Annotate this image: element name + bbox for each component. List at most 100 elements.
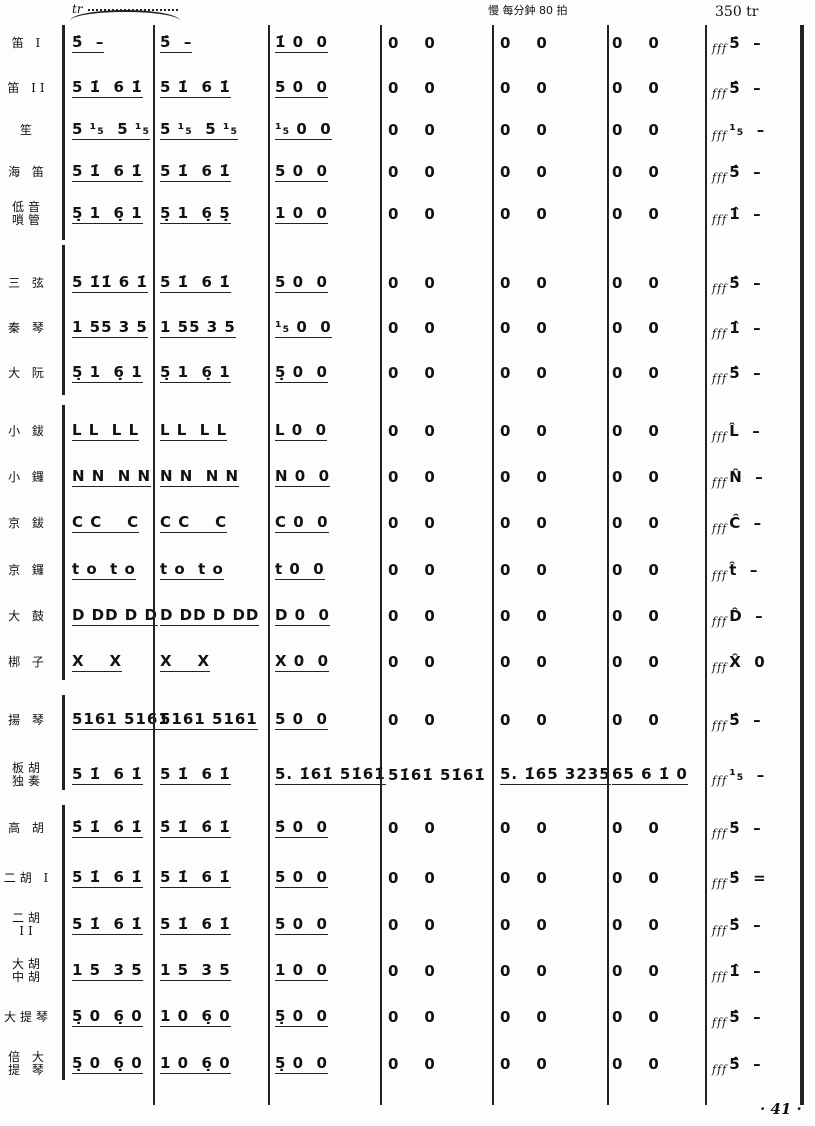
notes: 0 0 — [388, 364, 436, 382]
notes: 0 0 — [500, 34, 548, 52]
measure: C C C — [160, 508, 265, 538]
notes: 0 0 — [612, 711, 660, 729]
measure: 0 0 — [388, 705, 490, 735]
notes: 0 0 — [388, 468, 436, 486]
instrument-label: 京 鈸 — [8, 515, 48, 530]
notes: 1̂ – — [729, 319, 762, 337]
measure: 0 0 — [612, 601, 700, 631]
measure: 5̣ 1 6̣ 5̣ — [160, 199, 265, 229]
final-measure: fff t̂ – — [712, 555, 790, 585]
notes: ¹₅ – — [729, 766, 766, 784]
notes: C C C — [160, 513, 228, 533]
final-measure: fff ¹₅ – — [712, 760, 790, 790]
rehearsal-number: 350 tr — [715, 4, 759, 20]
measure: 0 0 — [500, 910, 605, 940]
measure: 0 0 — [388, 1049, 490, 1079]
instrument-label: 大提琴 — [3, 1009, 52, 1024]
notes: 0 0 — [388, 79, 436, 97]
measure: 1 5 3 5 — [160, 956, 265, 986]
measure: 0 0 — [500, 555, 605, 585]
notes: 0 0 — [500, 79, 548, 97]
staff-row: 二胡 I 5 1̇ 6 1̇ 5 1̇ 6 1̇ 5 0 0 0 0 0 0 0 0 fff 5… — [0, 863, 815, 893]
final-measure: fff 1̂ – — [712, 956, 790, 986]
notes: 0 0 — [388, 34, 436, 52]
notes: 0 0 — [612, 121, 660, 139]
final-measure: fff 5̇ – — [712, 813, 790, 843]
measure: 0 0 — [500, 462, 605, 492]
notes: 5̇ 1̇ 6̇ 1̇ — [72, 818, 143, 838]
notes: 0 0 — [612, 319, 660, 337]
measure: 5 1̇ 6 1̇ — [160, 73, 265, 103]
measure: 0 0 — [612, 705, 700, 735]
barline — [268, 25, 270, 1105]
notes: 0 0 — [500, 121, 548, 139]
measure: 0 0 — [500, 416, 605, 446]
notes: 0 0 — [388, 819, 436, 837]
measure: D 0 0 — [275, 601, 378, 631]
notes: N 0 0 — [275, 467, 331, 487]
instrument-label: 大 鼓 — [8, 608, 48, 623]
notes: 5̣ 1 6̣ 1 — [160, 363, 231, 383]
measure: 0 0 — [500, 601, 605, 631]
instrument-label: 低音 嗩管 — [11, 200, 44, 227]
staff-row: 大 阮 5̣ 1 6̣ 1 5̣ 1 6̣ 1 5̣ 0 0 0 0 0 0 0 0 fff 5… — [0, 358, 815, 388]
notes: 5 1̇1̇ 6 1̇ — [72, 273, 148, 293]
measure: 0 0 — [388, 73, 490, 103]
instrument-label: 秦 琴 — [8, 320, 48, 335]
notes: 0 0 — [500, 1055, 548, 1073]
notes: 5̂ – — [729, 163, 762, 181]
bracket — [62, 405, 65, 680]
measure: 0 0 — [388, 28, 490, 58]
measure: 0 0 — [388, 416, 490, 446]
measure: 0 0 — [612, 1049, 700, 1079]
notes: 1 0 6̣ 0 — [160, 1054, 231, 1074]
notes: 1̂ – — [729, 205, 762, 223]
dynamic-fff: fff — [712, 326, 728, 340]
measure: 5 0 0 — [275, 910, 378, 940]
notes: 0 0 — [612, 514, 660, 532]
slur — [70, 10, 180, 32]
instrument-label: 笛 II — [7, 80, 49, 95]
final-measure: fff 5̇ – — [712, 28, 790, 58]
measure: 0 0 — [500, 199, 605, 229]
notes: 5 1̇ 6 1̇ — [160, 78, 231, 98]
bracket — [62, 25, 65, 240]
measure: 0 0 — [612, 813, 700, 843]
final-measure: fff N̂ – — [712, 462, 790, 492]
dynamic-fff: fff — [712, 521, 728, 535]
measure: 0 0 — [500, 115, 605, 145]
measure: 65 6 1̇ 0 — [612, 760, 700, 790]
final-measure: fff X̂ 0 — [712, 647, 790, 677]
final-measure: fff 5̂ – — [712, 1049, 790, 1079]
notes: 1̂ – — [729, 962, 762, 980]
notes: 0 0 — [388, 962, 436, 980]
notes: 0 0 — [500, 869, 548, 887]
measure: 0 0 — [612, 956, 700, 986]
notes: 0 0 — [388, 869, 436, 887]
measure: 0 0 — [388, 601, 490, 631]
staff-row: 大提琴 5̣ 0 6̣ 0 1 0 6̣ 0 5̣ 0 0 0 0 0 0 0 0 fff 5̂… — [0, 1002, 815, 1032]
instrument-label: 高 胡 — [8, 820, 48, 835]
measure: 5 1̇ 6 1̇ — [160, 910, 265, 940]
notes: 5. 1̇61̇ 51̇61̇ — [275, 765, 386, 785]
notes: 5 1̇ 6 1̇ — [160, 273, 231, 293]
notes: 0 0 — [500, 319, 548, 337]
final-measure: fff 5̂ – — [712, 358, 790, 388]
measure: 5̣ 0 0 — [275, 1002, 378, 1032]
measure: 5161 5161 — [160, 705, 265, 735]
measure: 5 1̇1̇ 6 1̇ — [72, 268, 150, 298]
instrument-label: 板胡 独奏 — [11, 761, 44, 788]
measure: 5̇ – — [72, 28, 150, 58]
staff-row: 梆 子 X X X X X 0 0 0 0 0 0 0 0 fff X̂ 0 — [0, 647, 815, 677]
measure: 5̣ 0 0 — [275, 358, 378, 388]
measure: 0 0 — [388, 115, 490, 145]
notes: 0 0 — [612, 274, 660, 292]
notes: 0 0 — [612, 163, 660, 181]
dynamic-fff: fff — [712, 923, 728, 937]
notes: 5̇ – — [729, 34, 762, 52]
notes: 0 0 — [388, 711, 436, 729]
measure: 0 0 — [500, 647, 605, 677]
notes: L 0 0 — [275, 421, 328, 441]
measure: ¹₅ 0 0 — [275, 115, 378, 145]
